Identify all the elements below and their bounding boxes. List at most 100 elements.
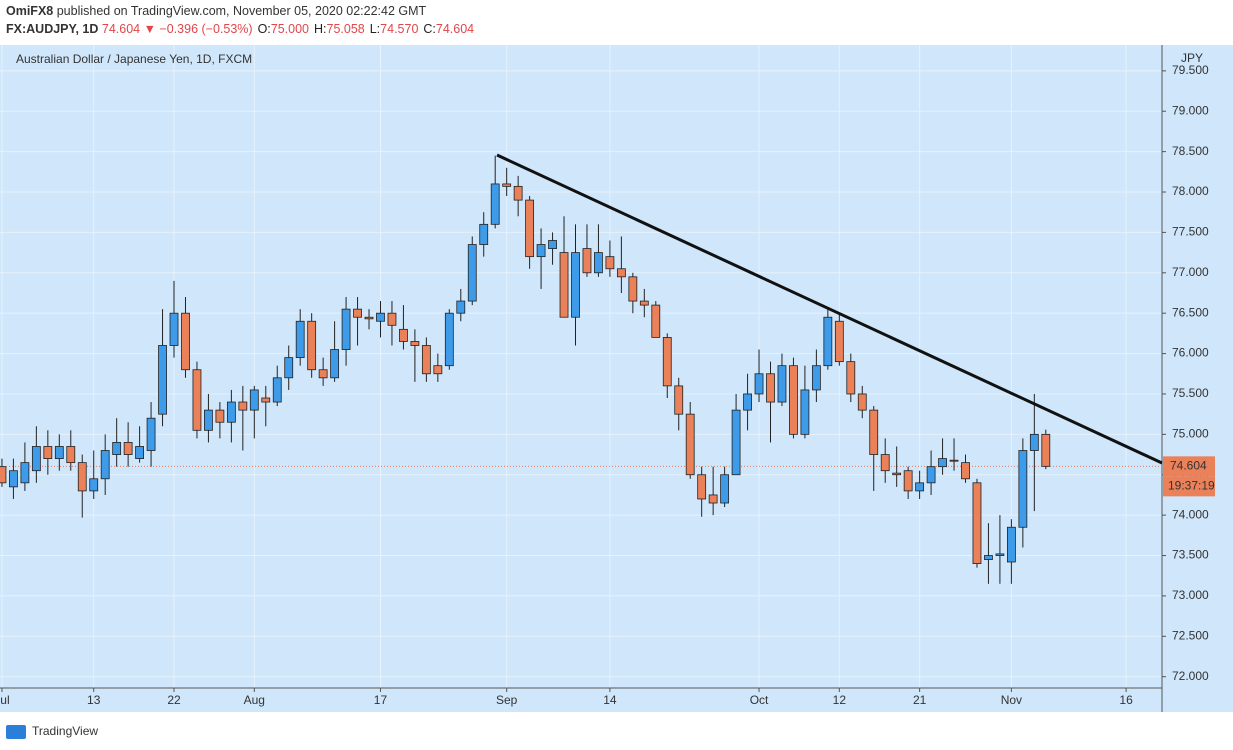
candle-body xyxy=(731,409,741,476)
candle-body xyxy=(43,446,53,459)
candle-body xyxy=(490,183,500,225)
candle-body xyxy=(421,345,431,375)
candle-body xyxy=(0,466,7,484)
y-tick-label: 75.500 xyxy=(1172,386,1209,400)
candle-body xyxy=(857,393,867,411)
candle-body xyxy=(984,555,993,560)
candle-body xyxy=(972,482,982,565)
candle-body xyxy=(880,454,890,472)
candle-body xyxy=(284,357,294,379)
candle-body xyxy=(892,472,902,476)
candle-body xyxy=(754,373,764,395)
candle-body xyxy=(697,474,707,500)
candle-body xyxy=(31,446,41,472)
y-tick-label: 76.000 xyxy=(1172,346,1209,360)
candle-body xyxy=(743,393,752,411)
candle-body xyxy=(525,199,535,258)
candle-body xyxy=(938,458,947,468)
footer-logo: TradingView xyxy=(6,724,98,739)
x-tick-label: 13 xyxy=(87,693,101,707)
candle-body xyxy=(135,446,145,459)
axes: 72.00072.50073.00073.50074.00074.50075.0… xyxy=(0,63,1215,707)
candle-body xyxy=(949,459,959,462)
candle-body xyxy=(123,442,133,455)
candle-body xyxy=(1029,433,1039,451)
candle-body xyxy=(238,401,248,411)
plot-background xyxy=(0,45,1162,688)
y-tick-label: 73.500 xyxy=(1172,548,1209,562)
candle-body xyxy=(112,442,122,455)
grid xyxy=(0,45,1162,688)
candle-body xyxy=(869,409,879,455)
chart-title: Australian Dollar / Japanese Yen, 1D, FX… xyxy=(16,52,252,66)
candle-body xyxy=(341,308,351,350)
candle-body xyxy=(674,385,684,415)
candle-body xyxy=(903,470,913,492)
x-tick-label: Nov xyxy=(1001,693,1022,707)
candle-body xyxy=(961,462,970,480)
candle-body xyxy=(226,401,236,423)
y-tick-label: 73.000 xyxy=(1172,588,1209,602)
y-tick-label: 78.500 xyxy=(1172,144,1209,158)
candle-body xyxy=(249,389,259,411)
candle-body xyxy=(77,462,87,492)
candle-body xyxy=(651,304,661,338)
legend-value: 75.058 xyxy=(327,22,365,36)
candle-body xyxy=(789,365,798,435)
candle-body xyxy=(834,320,844,363)
candle-body xyxy=(433,365,443,375)
candle-body xyxy=(376,312,385,322)
candle-body xyxy=(158,345,167,415)
candle-body xyxy=(192,369,202,431)
candle-body xyxy=(708,494,718,504)
candle-body xyxy=(766,373,775,403)
time-axis-background xyxy=(0,688,1162,712)
candle-body xyxy=(559,252,569,318)
legend-value: 74.570 xyxy=(380,22,418,36)
candle-body xyxy=(685,413,695,476)
candle-body xyxy=(261,397,271,403)
change: ▼ −0.396 (−0.53%) xyxy=(144,22,253,36)
y-tick-label: 76.500 xyxy=(1172,305,1209,319)
legend-value: 74.604 xyxy=(436,22,474,36)
candle-body xyxy=(387,312,397,326)
candle-body xyxy=(479,223,489,245)
candle-body xyxy=(54,446,64,459)
x-tick-label: 17 xyxy=(374,693,388,707)
candle-body xyxy=(330,349,340,379)
candle-body xyxy=(616,268,626,278)
candle-body xyxy=(582,248,592,274)
x-tick-label: 12 xyxy=(833,693,847,707)
candle-body xyxy=(536,244,546,258)
candle-body xyxy=(926,466,936,484)
candle-body xyxy=(20,462,30,484)
candle-body xyxy=(502,183,512,187)
legend-label: L: xyxy=(370,22,380,36)
candle-body xyxy=(800,389,810,435)
last-price: 74.604 xyxy=(102,22,140,36)
candle-body xyxy=(1006,526,1016,563)
candle-body xyxy=(364,316,374,320)
author: OmiFX8 xyxy=(6,4,53,18)
candle-body xyxy=(720,474,730,504)
candle-body xyxy=(9,470,18,488)
legend-label: O: xyxy=(258,22,271,36)
header-line-1: OmiFX8 published on TradingView.com, Nov… xyxy=(6,4,427,18)
legend-value: 75.000 xyxy=(271,22,309,36)
candle-body xyxy=(777,365,787,403)
x-tick-label: 16 xyxy=(1119,693,1133,707)
countdown-label: 19:37:19 xyxy=(1168,479,1215,493)
x-tick-label: Oct xyxy=(750,693,769,707)
x-tick-label: 22 xyxy=(167,693,181,707)
footer-text: TradingView xyxy=(32,724,98,738)
logo-icon xyxy=(6,725,26,739)
y-tick-label: 74.000 xyxy=(1172,507,1209,521)
candle-body xyxy=(456,300,466,314)
published: published on TradingView.com, November 0… xyxy=(57,4,427,18)
candle-body xyxy=(811,365,821,391)
candle-body xyxy=(272,377,282,403)
legend-label: C: xyxy=(423,22,436,36)
candle-body xyxy=(1041,433,1051,467)
x-tick-label: Jul xyxy=(0,693,10,707)
